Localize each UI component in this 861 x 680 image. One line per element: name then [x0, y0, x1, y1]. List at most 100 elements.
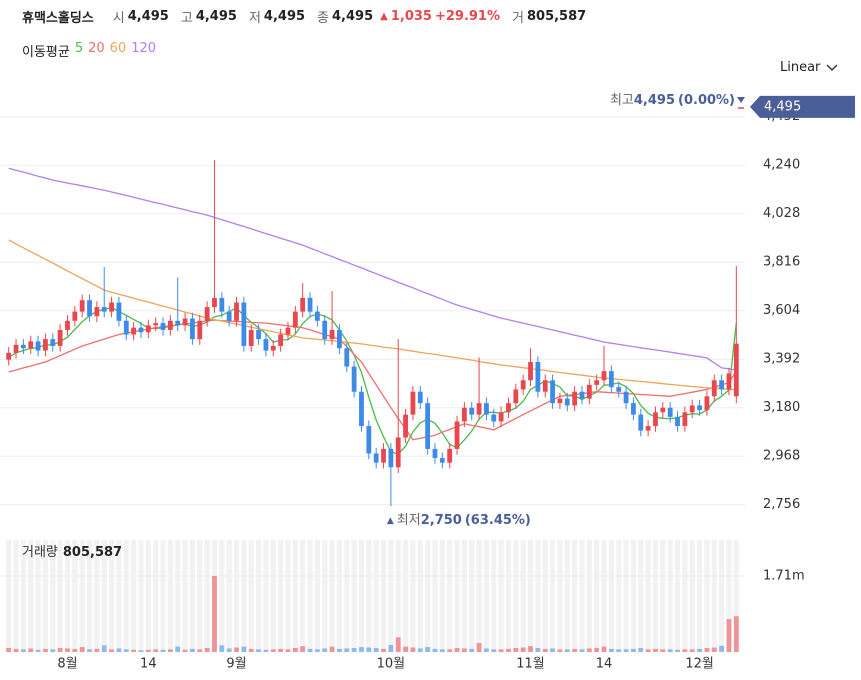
volume-bg [351, 540, 357, 652]
volume-bg [483, 540, 490, 652]
volume-bg [20, 540, 26, 652]
volume-bg [689, 540, 695, 652]
candle-body [72, 311, 78, 321]
candle-body [57, 329, 63, 346]
volume-bar [638, 648, 644, 652]
volume-bar [366, 647, 372, 652]
candle-body [94, 307, 100, 317]
volume-bar [454, 648, 460, 652]
min-note: ▲ 최저2,750 (63.45%) [387, 513, 531, 528]
volume-bg [425, 540, 431, 652]
volume-bar [300, 646, 306, 652]
volume-bar [182, 649, 188, 652]
candle-body [417, 391, 423, 404]
volume-bg [336, 540, 343, 652]
volume-bar [190, 648, 195, 652]
volume-bg [131, 540, 137, 652]
candle-body [131, 327, 137, 335]
volume-bg [373, 540, 379, 652]
candle-body [50, 339, 56, 346]
scale-select[interactable]: Linear [780, 60, 838, 75]
volume-bg [182, 540, 188, 652]
volume-bg [652, 540, 659, 652]
candle-body [594, 380, 600, 385]
volume-bg [241, 540, 247, 652]
volume-bar [65, 648, 70, 652]
candle-body [197, 320, 203, 340]
candle-body [219, 297, 225, 312]
volume-bar [226, 648, 232, 652]
max-arrow [737, 97, 745, 103]
y-tick-label: 2,968 [763, 449, 800, 464]
volume-bg [505, 540, 512, 652]
volume-bg [696, 540, 703, 652]
volume-bg [204, 540, 210, 652]
volume-bar [564, 649, 570, 652]
volume-bg [719, 540, 725, 652]
candle-body [675, 416, 680, 427]
candle-body [491, 414, 497, 422]
candle-body [79, 300, 85, 312]
candle-body [270, 345, 276, 351]
y-tick-label: 3,180 [763, 400, 800, 415]
volume-caption: 거래량 805,587 [22, 545, 122, 560]
volume-bg [549, 540, 556, 652]
volume-bar [645, 649, 651, 652]
volume-bar [50, 649, 56, 652]
volume-bg [79, 540, 85, 652]
volume-bg [733, 540, 739, 652]
candle-body [564, 398, 570, 406]
volume-bar [682, 649, 688, 652]
candle-body [572, 391, 578, 406]
volume-bar [484, 648, 489, 652]
value: 4,495 [127, 9, 169, 24]
ma-legend[interactable]: 이동평균 5 20 60 120 [22, 41, 156, 60]
volume-bg [28, 540, 34, 652]
candle-body [87, 300, 92, 317]
y-tick-label: 3,604 [763, 303, 800, 318]
candle-body [513, 389, 519, 404]
volume-bg [72, 540, 78, 652]
volume-bg [329, 540, 335, 652]
volume-bg [623, 540, 629, 652]
volume-bar [212, 576, 217, 652]
volume-bar [704, 648, 710, 652]
candle-body [234, 302, 239, 321]
volume-bg [491, 540, 497, 652]
max-value: 4,495 [634, 93, 675, 108]
volume-bar [6, 648, 12, 652]
candle-body [35, 341, 41, 351]
volume-bar [697, 648, 702, 652]
candle-body [579, 391, 585, 399]
min-value: 2,750 [421, 513, 462, 528]
legend-entry[interactable]: 60 [109, 41, 127, 56]
volume-bg [557, 540, 563, 652]
volume-bar [733, 616, 739, 652]
candle-body [344, 348, 350, 367]
volume-bg [630, 540, 637, 652]
volume-label: 거래량 [22, 545, 58, 560]
volume-bar [344, 648, 350, 652]
candle-body [447, 448, 453, 463]
volume-bg [219, 540, 225, 652]
candle-body [557, 398, 563, 404]
candle-body [410, 391, 416, 415]
candle-body [43, 339, 48, 351]
chevron [826, 64, 838, 71]
volume-bar [542, 648, 548, 652]
volume-bar [557, 649, 563, 652]
legend-entry[interactable]: 20 [88, 41, 105, 56]
candle-body [616, 387, 622, 392]
volume-bg [57, 540, 63, 652]
candle-body [322, 320, 328, 340]
legend-entry[interactable]: 120 [131, 41, 157, 56]
ma-line [8, 239, 737, 391]
label: 고 [180, 11, 193, 26]
volume-bg [395, 540, 401, 652]
price-tag-label: 4,495 [764, 99, 801, 114]
volume-bg [160, 540, 166, 652]
volume-bar [579, 649, 585, 652]
legend-entry[interactable]: 5 [74, 41, 84, 56]
